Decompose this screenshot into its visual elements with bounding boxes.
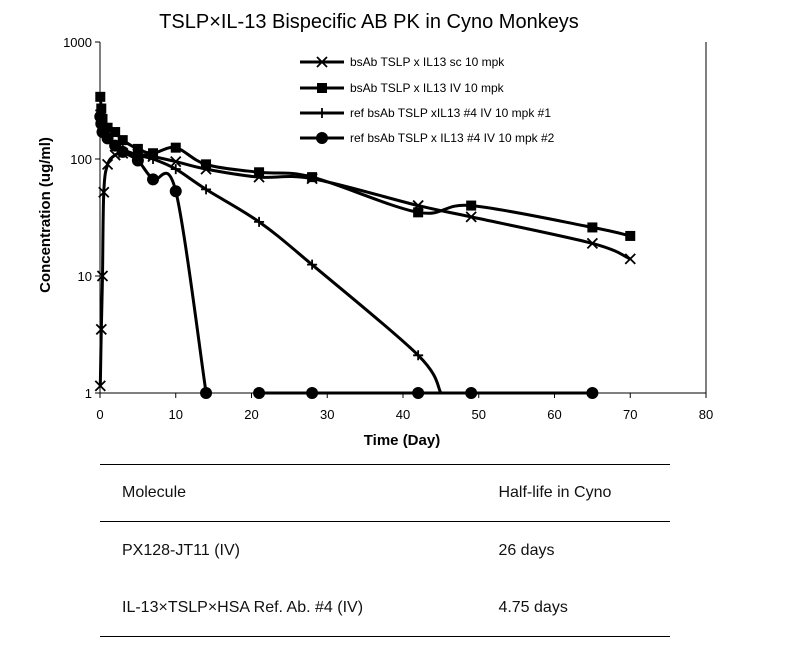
series-3-point: [170, 164, 181, 175]
series-3-point: [307, 259, 318, 270]
y-tick-label: 10: [78, 269, 92, 284]
series-2-point: [95, 91, 106, 102]
series-4-point: [253, 387, 266, 399]
series-2-point: [102, 122, 113, 133]
x-axis-title: Time (Day): [364, 432, 440, 449]
series-2-point: [170, 142, 181, 153]
series-2-point: [307, 172, 318, 183]
legend-marker: [316, 132, 328, 144]
series-4-point: [306, 387, 319, 399]
table-row: PX128-JT11 (IV) 26 days: [100, 522, 670, 580]
x-tick-label: 10: [169, 407, 183, 422]
series-4-point: [200, 387, 213, 399]
series-4: [94, 110, 599, 399]
half-life-table: Molecule Half-life in Cyno PX128-JT11 (I…: [100, 464, 670, 637]
table-cell-molecule: PX128-JT11 (IV): [122, 541, 240, 559]
column-header-half-life: Half-life in Cyno: [488, 464, 670, 522]
pk-chart: TSLP×IL-13 Bispecific AB PK in Cyno Monk…: [37, 11, 713, 449]
series-2-point: [466, 200, 477, 211]
legend-marker: [316, 56, 328, 68]
x-tick-label: 0: [96, 407, 103, 422]
table-header-row: Molecule Half-life in Cyno: [100, 464, 670, 522]
table-cell-half-life: 4.75 days: [488, 579, 670, 637]
series-3-point: [254, 216, 265, 227]
series-1: [94, 147, 636, 392]
table-cell-half-life: 26 days: [498, 541, 555, 559]
legend-label: bsAb TSLP x IL13 IV 10 mpk: [350, 81, 505, 95]
series-2-point: [587, 222, 598, 233]
series-2-point: [201, 159, 212, 170]
series-4-point: [116, 145, 129, 158]
series-4-point: [147, 173, 160, 186]
series-4-point: [412, 387, 425, 399]
series-4-point: [169, 185, 182, 198]
x-tick-label: 60: [547, 407, 561, 422]
series-1-point: [624, 253, 636, 265]
series-2-point: [413, 207, 424, 218]
series-4-point: [131, 154, 144, 167]
series-2-point: [625, 230, 636, 241]
legend-label: bsAb TSLP x IL13 sc 10 mpk: [350, 55, 505, 69]
y-tick-label: 1000: [63, 35, 92, 50]
legend-marker: [317, 108, 327, 118]
series-2-point: [148, 148, 159, 159]
series-3-point: [413, 350, 424, 361]
legend-label: ref bsAb TSLP x IL13 #4 IV 10 mpk #2: [350, 131, 555, 145]
series-1-point: [101, 158, 114, 170]
series-2-point: [117, 135, 128, 146]
series-1-point: [465, 211, 477, 223]
series-1-point: [94, 380, 106, 392]
series-2-point: [254, 167, 265, 178]
series-1-point: [96, 270, 109, 282]
x-tick-label: 40: [396, 407, 410, 422]
series-4-point: [101, 132, 114, 145]
table-row: IL-13×TSLP×HSA Ref. Ab. #4 (IV) 4.75 day…: [100, 579, 670, 637]
x-tick-label: 30: [320, 407, 334, 422]
series-1-point: [95, 323, 107, 335]
chart-title: TSLP×IL-13 Bispecific AB PK in Cyno Monk…: [159, 11, 579, 33]
series-3-point: [148, 154, 159, 164]
series-4-point: [586, 387, 599, 399]
x-tick-label: 50: [472, 407, 486, 422]
x-tick-label: 80: [699, 407, 713, 422]
column-header-molecule: Molecule: [100, 464, 489, 522]
series-1-point: [586, 237, 599, 250]
series-1-point: [170, 155, 182, 168]
series-4-point: [465, 387, 478, 399]
x-tick-label: 20: [244, 407, 258, 422]
series-3-point: [201, 184, 212, 195]
series-2-point: [132, 143, 143, 154]
series-1-point: [98, 186, 110, 198]
y-tick-label: 1: [85, 386, 92, 401]
table-cell-molecule: IL-13×TSLP×HSA Ref. Ab. #4 (IV): [100, 579, 489, 637]
series-2-point: [110, 127, 121, 138]
x-tick-label: 70: [623, 407, 637, 422]
legend: bsAb TSLP x IL13 sc 10 mpk bsAb TSLP x IL…: [300, 55, 555, 145]
y-tick-label: 100: [70, 152, 92, 167]
legend-marker: [317, 83, 327, 93]
legend-label: ref bsAb TSLP xIL13 #4 IV 10 mpk #1: [350, 106, 551, 120]
y-axis-title: Concentration (ug/ml): [37, 137, 54, 293]
series-3: [95, 105, 443, 394]
series-2-point: [96, 103, 107, 114]
series-group: [94, 91, 636, 399]
